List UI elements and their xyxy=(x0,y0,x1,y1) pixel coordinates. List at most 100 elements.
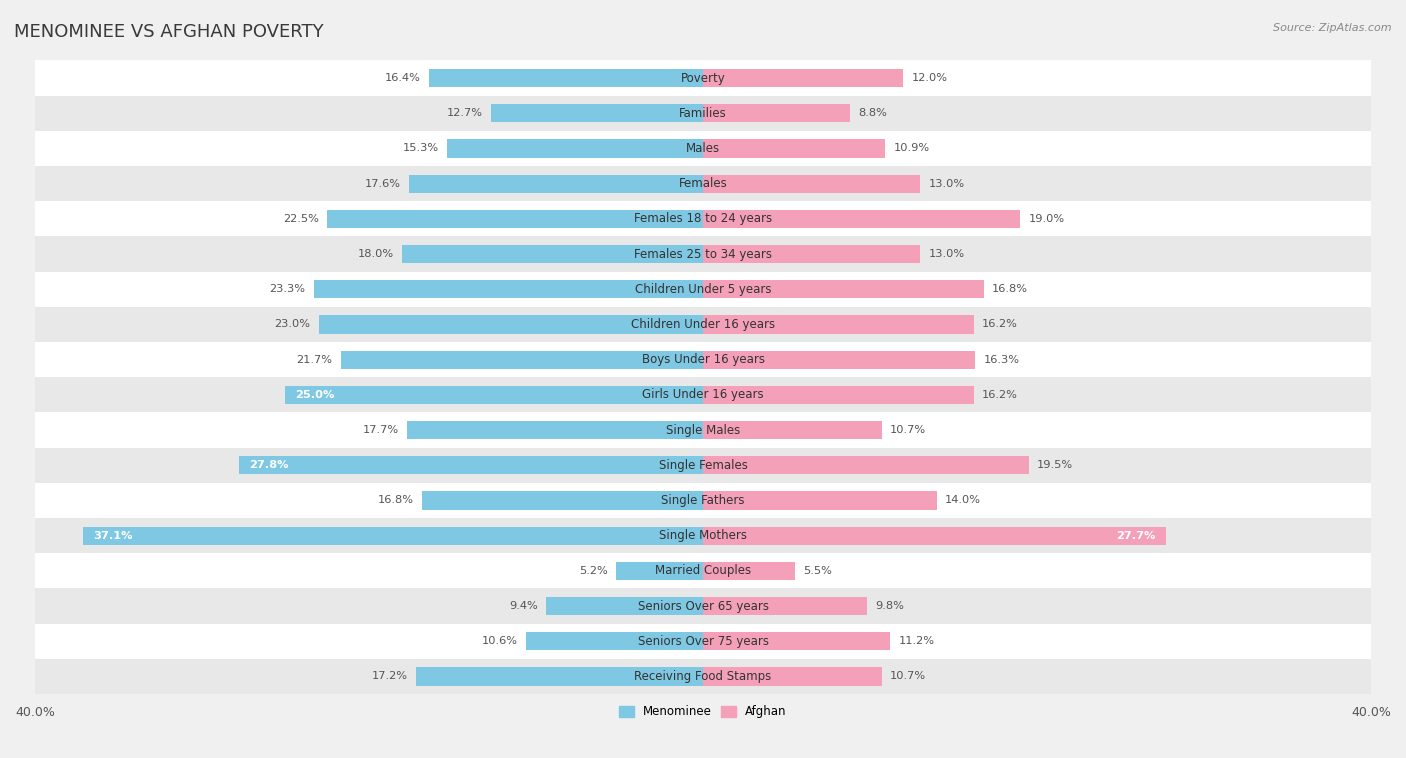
Bar xyxy=(703,69,904,87)
Text: Children Under 16 years: Children Under 16 years xyxy=(631,318,775,331)
Text: Females 25 to 34 years: Females 25 to 34 years xyxy=(634,248,772,261)
Text: 23.0%: 23.0% xyxy=(274,319,311,330)
Bar xyxy=(402,245,703,263)
Bar xyxy=(703,280,984,299)
Text: Married Couples: Married Couples xyxy=(655,565,751,578)
Bar xyxy=(703,174,920,193)
Text: 10.7%: 10.7% xyxy=(890,672,927,681)
Bar xyxy=(314,280,703,299)
Bar xyxy=(35,412,1371,448)
Bar xyxy=(409,174,703,193)
Bar xyxy=(703,315,973,334)
Text: Seniors Over 75 years: Seniors Over 75 years xyxy=(637,634,769,648)
Bar xyxy=(447,139,703,158)
Text: 10.6%: 10.6% xyxy=(482,636,517,647)
Text: Females 18 to 24 years: Females 18 to 24 years xyxy=(634,212,772,225)
Text: 27.7%: 27.7% xyxy=(1116,531,1156,540)
Text: 27.8%: 27.8% xyxy=(249,460,288,470)
Bar xyxy=(35,202,1371,236)
Text: 18.0%: 18.0% xyxy=(359,249,394,259)
Bar xyxy=(35,271,1371,307)
Text: 9.4%: 9.4% xyxy=(509,601,537,611)
Bar xyxy=(703,562,794,580)
Text: 11.2%: 11.2% xyxy=(898,636,935,647)
Text: Girls Under 16 years: Girls Under 16 years xyxy=(643,388,763,402)
Text: 16.8%: 16.8% xyxy=(993,284,1028,294)
Bar xyxy=(35,553,1371,588)
Bar xyxy=(83,527,703,545)
Text: Poverty: Poverty xyxy=(681,71,725,85)
Text: 12.7%: 12.7% xyxy=(447,108,482,118)
Bar xyxy=(703,597,866,615)
Text: MENOMINEE VS AFGHAN POVERTY: MENOMINEE VS AFGHAN POVERTY xyxy=(14,23,323,41)
Bar xyxy=(429,69,703,87)
Bar xyxy=(703,667,882,686)
Bar xyxy=(703,632,890,650)
Bar xyxy=(526,632,703,650)
Text: Seniors Over 65 years: Seniors Over 65 years xyxy=(637,600,769,612)
Bar xyxy=(616,562,703,580)
Text: 17.7%: 17.7% xyxy=(363,425,399,435)
Bar xyxy=(35,342,1371,377)
Bar xyxy=(703,350,976,369)
Text: 19.0%: 19.0% xyxy=(1029,214,1064,224)
Text: 16.4%: 16.4% xyxy=(385,73,420,83)
Bar xyxy=(328,210,703,228)
Text: 37.1%: 37.1% xyxy=(93,531,134,540)
Text: Single Fathers: Single Fathers xyxy=(661,494,745,507)
Text: 14.0%: 14.0% xyxy=(945,496,981,506)
Bar xyxy=(239,456,703,475)
Bar xyxy=(285,386,703,404)
Text: 5.5%: 5.5% xyxy=(803,566,832,576)
Text: 17.6%: 17.6% xyxy=(364,179,401,189)
Text: 15.3%: 15.3% xyxy=(404,143,439,153)
Text: 16.2%: 16.2% xyxy=(981,319,1018,330)
Text: 9.8%: 9.8% xyxy=(875,601,904,611)
Legend: Menominee, Afghan: Menominee, Afghan xyxy=(614,700,792,723)
Text: 19.5%: 19.5% xyxy=(1038,460,1073,470)
Text: Single Mothers: Single Mothers xyxy=(659,529,747,542)
Text: 16.3%: 16.3% xyxy=(984,355,1019,365)
Bar xyxy=(35,377,1371,412)
Text: Single Males: Single Males xyxy=(666,424,740,437)
Text: 13.0%: 13.0% xyxy=(928,249,965,259)
Text: 25.0%: 25.0% xyxy=(295,390,335,400)
Bar xyxy=(408,421,703,439)
Bar xyxy=(703,210,1021,228)
Bar xyxy=(703,421,882,439)
Bar xyxy=(35,518,1371,553)
Bar xyxy=(35,236,1371,271)
Bar xyxy=(491,104,703,123)
Bar xyxy=(703,386,973,404)
Bar xyxy=(703,527,1166,545)
Text: 8.8%: 8.8% xyxy=(858,108,887,118)
Text: 16.8%: 16.8% xyxy=(378,496,413,506)
Bar xyxy=(703,491,936,509)
Bar xyxy=(340,350,703,369)
Text: Single Females: Single Females xyxy=(658,459,748,471)
Bar xyxy=(703,245,920,263)
Text: 10.7%: 10.7% xyxy=(890,425,927,435)
Text: 10.9%: 10.9% xyxy=(893,143,929,153)
Bar xyxy=(35,448,1371,483)
Text: Receiving Food Stamps: Receiving Food Stamps xyxy=(634,670,772,683)
Bar xyxy=(416,667,703,686)
Bar xyxy=(422,491,703,509)
Text: Children Under 5 years: Children Under 5 years xyxy=(634,283,772,296)
Bar xyxy=(35,307,1371,342)
Text: Females: Females xyxy=(679,177,727,190)
Text: 5.2%: 5.2% xyxy=(579,566,607,576)
Text: 16.2%: 16.2% xyxy=(981,390,1018,400)
Bar xyxy=(35,659,1371,694)
Bar xyxy=(319,315,703,334)
Text: Boys Under 16 years: Boys Under 16 years xyxy=(641,353,765,366)
Text: 13.0%: 13.0% xyxy=(928,179,965,189)
Text: Males: Males xyxy=(686,142,720,155)
Text: 22.5%: 22.5% xyxy=(283,214,319,224)
Bar xyxy=(35,624,1371,659)
Bar xyxy=(703,456,1029,475)
Bar xyxy=(35,61,1371,96)
Text: Source: ZipAtlas.com: Source: ZipAtlas.com xyxy=(1274,23,1392,33)
Bar xyxy=(35,588,1371,624)
Text: 12.0%: 12.0% xyxy=(911,73,948,83)
